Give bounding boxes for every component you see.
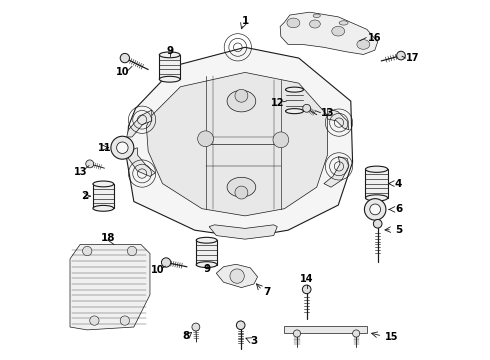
Circle shape bbox=[353, 330, 360, 337]
Circle shape bbox=[161, 258, 171, 267]
Polygon shape bbox=[209, 225, 277, 239]
Text: 11: 11 bbox=[98, 143, 111, 153]
Ellipse shape bbox=[313, 14, 320, 18]
Ellipse shape bbox=[332, 26, 344, 36]
Circle shape bbox=[230, 269, 245, 283]
Circle shape bbox=[302, 285, 311, 294]
Ellipse shape bbox=[93, 181, 114, 187]
Text: 12: 12 bbox=[271, 98, 285, 108]
Text: 9: 9 bbox=[166, 46, 173, 56]
Bar bbox=[196, 240, 217, 265]
Ellipse shape bbox=[286, 87, 303, 92]
Text: 14: 14 bbox=[300, 274, 314, 284]
Circle shape bbox=[397, 51, 405, 60]
Circle shape bbox=[127, 246, 137, 256]
Text: 10: 10 bbox=[116, 67, 130, 77]
Circle shape bbox=[82, 246, 92, 256]
Text: 8: 8 bbox=[183, 331, 190, 341]
Circle shape bbox=[90, 316, 99, 325]
Ellipse shape bbox=[287, 18, 300, 28]
Circle shape bbox=[120, 53, 129, 63]
Ellipse shape bbox=[227, 177, 256, 197]
Polygon shape bbox=[70, 244, 150, 330]
Ellipse shape bbox=[366, 195, 388, 201]
Text: 4: 4 bbox=[395, 179, 402, 189]
Ellipse shape bbox=[196, 237, 217, 243]
Bar bbox=[366, 169, 388, 198]
Text: 16: 16 bbox=[368, 33, 381, 43]
Polygon shape bbox=[147, 72, 327, 216]
Circle shape bbox=[303, 104, 311, 112]
Ellipse shape bbox=[196, 262, 217, 267]
Circle shape bbox=[235, 186, 248, 199]
Circle shape bbox=[236, 321, 245, 329]
Text: 7: 7 bbox=[264, 287, 271, 297]
Text: 17: 17 bbox=[406, 53, 420, 63]
Text: 1: 1 bbox=[242, 17, 248, 27]
Text: 9: 9 bbox=[203, 264, 210, 274]
Bar bbox=[159, 55, 180, 79]
Polygon shape bbox=[280, 12, 378, 54]
Text: 6: 6 bbox=[395, 204, 402, 215]
Ellipse shape bbox=[310, 20, 320, 28]
Polygon shape bbox=[128, 148, 155, 176]
Text: 10: 10 bbox=[151, 265, 164, 275]
Text: 3: 3 bbox=[251, 336, 258, 346]
Text: 15: 15 bbox=[385, 332, 398, 342]
Text: 2: 2 bbox=[81, 191, 88, 201]
Polygon shape bbox=[327, 108, 349, 130]
Circle shape bbox=[111, 136, 134, 159]
Polygon shape bbox=[324, 157, 349, 187]
Circle shape bbox=[373, 220, 382, 228]
Circle shape bbox=[86, 160, 94, 168]
Circle shape bbox=[197, 131, 214, 147]
Text: 5: 5 bbox=[395, 225, 402, 235]
Ellipse shape bbox=[159, 52, 180, 58]
Circle shape bbox=[192, 323, 200, 331]
Circle shape bbox=[235, 89, 248, 102]
Ellipse shape bbox=[339, 21, 348, 25]
Polygon shape bbox=[126, 47, 353, 237]
Circle shape bbox=[365, 199, 386, 220]
Circle shape bbox=[273, 132, 289, 148]
Ellipse shape bbox=[357, 40, 370, 49]
Ellipse shape bbox=[366, 166, 388, 172]
Bar bbox=[285, 326, 367, 333]
Circle shape bbox=[294, 330, 300, 337]
Text: 13: 13 bbox=[321, 108, 335, 118]
Text: 13: 13 bbox=[74, 167, 88, 177]
Ellipse shape bbox=[286, 109, 303, 114]
Bar bbox=[93, 184, 114, 208]
Circle shape bbox=[120, 316, 129, 325]
Ellipse shape bbox=[93, 206, 114, 211]
Ellipse shape bbox=[159, 76, 180, 82]
Polygon shape bbox=[126, 110, 152, 137]
Polygon shape bbox=[216, 264, 258, 288]
Bar bbox=[286, 90, 303, 111]
Ellipse shape bbox=[227, 90, 256, 112]
Circle shape bbox=[370, 204, 381, 215]
Text: 18: 18 bbox=[101, 233, 115, 243]
Circle shape bbox=[117, 142, 128, 153]
